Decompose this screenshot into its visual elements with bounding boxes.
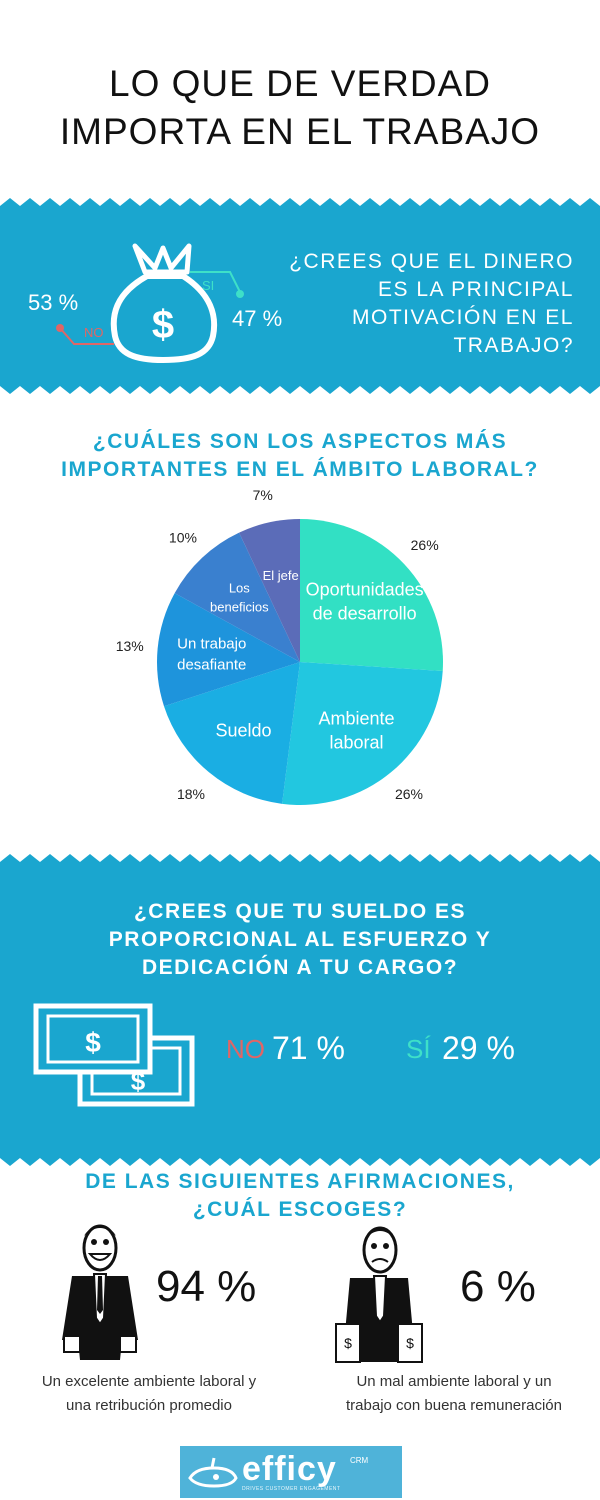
submarine-icon (188, 1457, 238, 1488)
salary-question-line-3: DEDICACIÓN A TU CARGO? (141, 956, 459, 979)
good-environment-caption-line-1: Un excelente ambiente laboral y (41, 1373, 257, 1390)
pie-percentage-label: 18% (177, 786, 205, 802)
good-environment-caption: Un excelente ambiente laboral y una retr… (10, 1370, 288, 1418)
pie-slice (174, 532, 300, 662)
money-question-line-1: ¿CREES QUE EL DINERO (289, 250, 574, 273)
banknotes-icon: $ $ (33, 1003, 195, 1107)
good-environment-percentage: 94 % (156, 1262, 257, 1311)
aspects-title-line-2: IMPORTANTES EN EL ÁMBITO LABORAL? (61, 458, 539, 481)
bad-environment-caption-line-1: Un mal ambiente laboral y un (356, 1373, 552, 1390)
salary-question-line-2: PROPORCIONAL AL ESFUERZO Y (108, 928, 492, 951)
salary-si-percentage: 29 % (442, 1030, 515, 1066)
salary-question-line-1: ¿CREES QUE TU SUELDO ES (133, 900, 467, 923)
aspects-pie-chart: Oportunidades de desarrollo 26% Ambiente lab… (116, 488, 443, 805)
page-title-line-2: IMPORTA EN EL TRABAJO (59, 111, 541, 152)
money-question-band (0, 198, 600, 394)
pie-percentage-label: 10% (169, 529, 197, 545)
pie-percentage-label: 26% (411, 537, 439, 553)
svg-text:$: $ (344, 1335, 352, 1351)
page-title: LO QUE DE VERDAD IMPORTA EN EL TRABAJO (0, 60, 600, 156)
page-title-line-1: LO QUE DE VERDAD (109, 63, 491, 104)
money-question-line-4: TRABAJO? (453, 334, 574, 357)
money-question-line-3: MOTIVACIÓN EN EL (352, 306, 574, 329)
salary-no-label: NO (226, 1034, 265, 1064)
no-connector-icon (56, 324, 114, 345)
sad-man-illustration-icon: $ $ (335, 1226, 423, 1363)
pie-slice-label: Ambiente (318, 709, 394, 729)
pie-slice-label: Los (229, 580, 250, 595)
efficy-logo[interactable]: efficy CRM DRIVES CUSTOMER ENGAGEMENT (180, 1446, 402, 1498)
pie-slice-label: beneficios (210, 599, 269, 614)
svg-text:$: $ (85, 1027, 101, 1058)
salary-question: ¿CREES QUE TU SUELDO ES PROPORCIONAL AL … (0, 898, 600, 982)
statements-title-line-2: ¿CUÁL ESCOGES? (192, 1198, 408, 1221)
bad-environment-caption: Un mal ambiente laboral y un trabajo con… (316, 1370, 592, 1418)
no-label: NO (84, 325, 104, 340)
no-percentage: 53 % (28, 290, 79, 315)
si-connector-icon (190, 271, 244, 298)
logo-name: efficy (242, 1450, 337, 1488)
pie-slice (239, 519, 300, 662)
pie-slice-label: de desarrollo (313, 604, 417, 624)
money-bag-icon: $ (110, 243, 218, 363)
pie-slice (163, 662, 300, 804)
band-background (0, 198, 600, 394)
pie-slice-label: El jefe (263, 568, 299, 583)
aspects-title-line-1: ¿CUÁLES SON LOS ASPECTOS MÁS (92, 430, 508, 453)
happy-man-illustration-icon (62, 1224, 138, 1360)
si-label: SI (202, 278, 215, 293)
good-environment-caption-line-2: una retribución promedio (66, 1397, 232, 1414)
money-question-line-2: ES LA PRINCIPAL (377, 278, 574, 301)
svg-text:$: $ (152, 303, 174, 347)
pie-slice-label: desafiante (177, 656, 246, 673)
pie-slice (157, 593, 300, 707)
salary-no-percentage: 71 % (272, 1030, 345, 1066)
money-question: ¿CREES QUE EL DINERO ES LA PRINCIPAL MOT… (244, 248, 574, 360)
band-background (0, 854, 600, 1166)
bad-environment-caption-line-2: trabajo con buena remuneración (346, 1397, 562, 1414)
pie-percentage-label: 7% (253, 488, 273, 503)
logo-tagline: DRIVES CUSTOMER ENGAGEMENT (242, 1486, 341, 1492)
statements-title: DE LAS SIGUIENTES AFIRMACIONES, ¿CUÁL ES… (0, 1168, 600, 1224)
logo-suffix: CRM (350, 1456, 369, 1465)
si-percentage: 47 % (232, 306, 283, 331)
pie-slice-label: Sueldo (215, 721, 271, 741)
pie-slice-label: Un trabajo (177, 635, 246, 652)
pie-percentage-label: 26% (395, 786, 423, 802)
salary-si-label: SÍ (406, 1034, 431, 1064)
pie-slice (282, 662, 443, 805)
statements-title-line-1: DE LAS SIGUIENTES AFIRMACIONES, (85, 1170, 515, 1193)
pie-percentage-label: 13% (116, 638, 144, 654)
svg-text:$: $ (406, 1335, 414, 1351)
aspects-title: ¿CUÁLES SON LOS ASPECTOS MÁS IMPORTANTES… (0, 428, 600, 484)
salary-question-band (0, 854, 600, 1166)
pie-slice (300, 519, 443, 671)
pie-slice-label: Oportunidades (306, 580, 424, 600)
pie-slice-label: laboral (329, 733, 383, 753)
bad-environment-percentage: 6 % (460, 1262, 536, 1311)
